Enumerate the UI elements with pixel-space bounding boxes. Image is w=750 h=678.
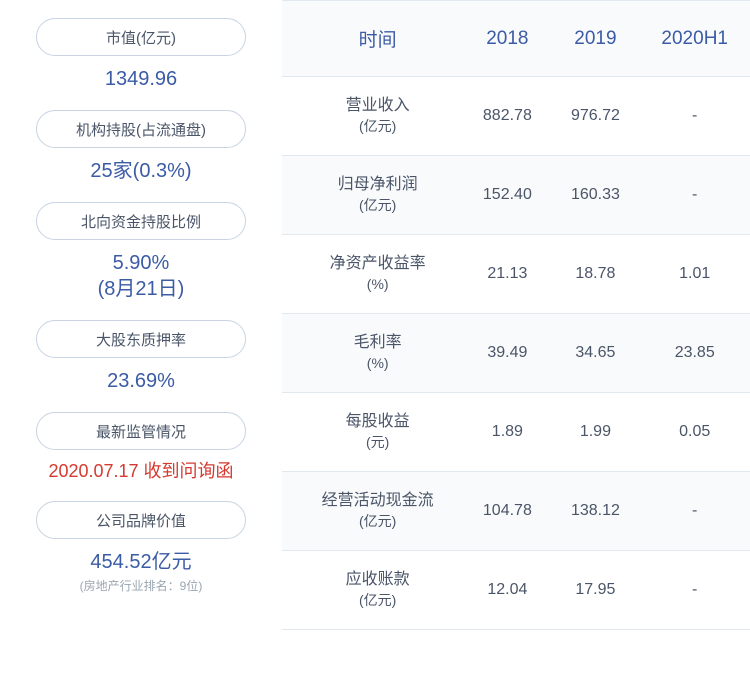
stat-group: 最新监管情况 2020.07.17 收到问询函 bbox=[36, 412, 246, 501]
cell: - bbox=[639, 550, 750, 629]
cell: 39.49 bbox=[463, 313, 551, 392]
table-row: 经营活动现金流 (亿元) 104.78 138.12 - bbox=[282, 471, 750, 550]
header-time: 时间 bbox=[282, 1, 463, 77]
stat-group: 机构持股(占流通盘) 25家(0.3%) bbox=[36, 110, 246, 202]
row-label: 毛利率 (%) bbox=[282, 313, 463, 392]
table-body: 营业收入 (亿元) 882.78 976.72 - 归母净利润 (亿元) 152.4… bbox=[282, 77, 750, 630]
financials-table-panel: 时间 2018 2019 2020H1 营业收入 (亿元) 882.78 976.… bbox=[282, 0, 750, 678]
header-2019: 2019 bbox=[551, 1, 639, 77]
cell: 152.40 bbox=[463, 155, 551, 234]
row-label-unit: (亿元) bbox=[302, 196, 453, 216]
cell: 1.01 bbox=[639, 234, 750, 313]
table-header-row: 时间 2018 2019 2020H1 bbox=[282, 1, 750, 77]
row-label-text: 经营活动现金流 bbox=[322, 492, 434, 509]
header-2020h1: 2020H1 bbox=[639, 1, 750, 77]
cell: 34.65 bbox=[551, 313, 639, 392]
cell: - bbox=[639, 155, 750, 234]
cell: 17.95 bbox=[551, 550, 639, 629]
cell: 0.05 bbox=[639, 392, 750, 471]
stat-label-market-cap: 市值(亿元) bbox=[36, 18, 246, 56]
cell: 160.33 bbox=[551, 155, 639, 234]
row-label: 应收账款 (亿元) bbox=[282, 550, 463, 629]
stat-group: 北向资金持股比例 5.90% (8月21日) bbox=[36, 202, 246, 320]
row-label: 经营活动现金流 (亿元) bbox=[282, 471, 463, 550]
cell: - bbox=[639, 77, 750, 156]
stat-group: 公司品牌价值 454.52亿元 (房地产行业排名：9位) bbox=[36, 501, 246, 595]
row-label-text: 归母净利润 bbox=[338, 176, 418, 193]
stat-value-brand-value: 454.52亿元 (房地产行业排名：9位) bbox=[80, 549, 203, 595]
row-label: 净资产收益率 (%) bbox=[282, 234, 463, 313]
table-row: 净资产收益率 (%) 21.13 18.78 1.01 bbox=[282, 234, 750, 313]
stat-label-pledge: 大股东质押率 bbox=[36, 320, 246, 358]
cell: 1.89 bbox=[463, 392, 551, 471]
row-label-text: 净资产收益率 bbox=[330, 255, 426, 272]
stat-label-regulatory: 最新监管情况 bbox=[36, 412, 246, 450]
stat-label-northbound: 北向资金持股比例 bbox=[36, 202, 246, 240]
header-2018: 2018 bbox=[463, 1, 551, 77]
cell: 104.78 bbox=[463, 471, 551, 550]
cell: 23.85 bbox=[639, 313, 750, 392]
row-label-text: 毛利率 bbox=[354, 334, 402, 351]
row-label-unit: (%) bbox=[302, 275, 453, 295]
table-row: 毛利率 (%) 39.49 34.65 23.85 bbox=[282, 313, 750, 392]
row-label-text: 应收账款 bbox=[346, 571, 410, 588]
cell: 976.72 bbox=[551, 77, 639, 156]
stat-value-pledge: 23.69% bbox=[107, 368, 175, 394]
cell: 21.13 bbox=[463, 234, 551, 313]
row-label-unit: (元) bbox=[302, 433, 453, 453]
table-row: 营业收入 (亿元) 882.78 976.72 - bbox=[282, 77, 750, 156]
row-label-text: 每股收益 bbox=[346, 413, 410, 430]
stat-value-northbound: 5.90% (8月21日) bbox=[98, 250, 185, 302]
stat-sub-brand-rank: (房地产行业排名：9位) bbox=[80, 579, 203, 595]
stat-group: 大股东质押率 23.69% bbox=[36, 320, 246, 412]
stat-value-market-cap: 1349.96 bbox=[105, 66, 177, 92]
row-label-unit: (亿元) bbox=[302, 117, 453, 137]
row-label-unit: (%) bbox=[302, 354, 453, 374]
stat-label-brand-value: 公司品牌价值 bbox=[36, 501, 246, 539]
table-row: 归母净利润 (亿元) 152.40 160.33 - bbox=[282, 155, 750, 234]
stat-label-institutional: 机构持股(占流通盘) bbox=[36, 110, 246, 148]
stat-value-institutional: 25家(0.3%) bbox=[90, 158, 191, 184]
cell: 18.78 bbox=[551, 234, 639, 313]
cell: 138.12 bbox=[551, 471, 639, 550]
cell: 882.78 bbox=[463, 77, 551, 156]
cell: 12.04 bbox=[463, 550, 551, 629]
cell: - bbox=[639, 471, 750, 550]
row-label-unit: (亿元) bbox=[302, 512, 453, 532]
stat-value-regulatory: 2020.07.17 收到问询函 bbox=[48, 460, 233, 483]
cell: 1.99 bbox=[551, 392, 639, 471]
row-label-unit: (亿元) bbox=[302, 591, 453, 611]
table-row: 应收账款 (亿元) 12.04 17.95 - bbox=[282, 550, 750, 629]
stat-value-brand-value-text: 454.52亿元 bbox=[90, 551, 191, 573]
financials-table: 时间 2018 2019 2020H1 营业收入 (亿元) 882.78 976.… bbox=[282, 0, 750, 630]
stat-group: 市值(亿元) 1349.96 bbox=[36, 18, 246, 110]
table-row: 每股收益 (元) 1.89 1.99 0.05 bbox=[282, 392, 750, 471]
row-label: 营业收入 (亿元) bbox=[282, 77, 463, 156]
left-stats-panel: 市值(亿元) 1349.96 机构持股(占流通盘) 25家(0.3%) 北向资金… bbox=[0, 0, 282, 678]
row-label-text: 营业收入 bbox=[346, 97, 410, 114]
row-label: 每股收益 (元) bbox=[282, 392, 463, 471]
row-label: 归母净利润 (亿元) bbox=[282, 155, 463, 234]
